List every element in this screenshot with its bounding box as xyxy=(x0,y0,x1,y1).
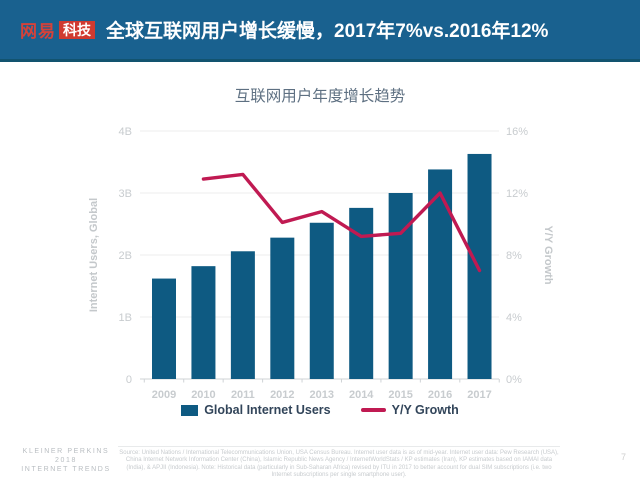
bar-2014 xyxy=(349,207,374,379)
header-bar: 网易 科技 全球互联网用户增长缓慢，2017年7%vs.2016年12% xyxy=(0,0,640,62)
right-axis-title: Y/Y Growth xyxy=(542,225,554,284)
tech-logo-badge: 科技 xyxy=(59,20,95,39)
x-label-2010: 2010 xyxy=(191,389,215,401)
bar-2015 xyxy=(388,193,413,379)
x-label-2009: 2009 xyxy=(152,389,176,401)
x-label-2012: 2012 xyxy=(270,389,294,401)
bar-2009 xyxy=(152,278,176,379)
bar-series-swatch xyxy=(181,404,199,416)
line-series-swatch xyxy=(360,408,386,412)
chart-title: 互联网用户年度增长趋势 xyxy=(234,88,406,105)
bar-2012 xyxy=(270,237,295,379)
x-label-2011: 2011 xyxy=(231,389,255,401)
left-axis-title: Internet Users, Global xyxy=(88,198,100,312)
source-note: Source: United Nations / International T… xyxy=(118,446,560,479)
legend-item-line: Y/Y Growth xyxy=(360,403,459,417)
x-label-2017: 2017 xyxy=(467,389,491,401)
left-axis-tick: 3B xyxy=(119,188,132,200)
x-label-2014: 2014 xyxy=(349,389,374,401)
x-label-2015: 2015 xyxy=(388,389,412,401)
right-axis-tick: 12% xyxy=(506,188,528,200)
line-series-label: Y/Y Growth xyxy=(391,403,459,417)
left-axis-tick: 1B xyxy=(119,312,132,324)
brand-line-3: INTERNET TRENDS xyxy=(21,466,111,473)
brand-line-1: KLEINER PERKINS xyxy=(22,448,110,455)
legend-item-bars: Global Internet Users xyxy=(181,403,331,417)
x-label-2013: 2013 xyxy=(310,389,334,401)
page-number: 7 xyxy=(620,452,626,462)
kleiner-perkins-brand: KLEINER PERKINS 2018 INTERNET TRENDS xyxy=(8,447,124,474)
right-axis-tick: 8% xyxy=(506,250,522,262)
bar-2017 xyxy=(467,153,492,379)
left-axis-tick: 2B xyxy=(119,250,132,262)
left-axis-tick: 4B xyxy=(119,126,132,138)
bar-2016 xyxy=(428,169,453,379)
right-axis-tick: 16% xyxy=(506,126,528,138)
left-axis-tick: 0 xyxy=(126,374,132,386)
brand-line-2: 2018 xyxy=(55,457,77,464)
netease-logo-text: 网易 xyxy=(20,22,56,41)
x-label-2016: 2016 xyxy=(428,389,452,401)
right-axis-tick: 4% xyxy=(506,312,522,324)
chart-legend: Global Internet Users Y/Y Growth xyxy=(0,403,640,417)
growth-line xyxy=(201,172,482,273)
bar-2010 xyxy=(191,266,216,379)
slide-headline: 全球互联网用户增长缓慢，2017年7%vs.2016年12% xyxy=(106,21,549,42)
bar-2011 xyxy=(230,251,255,379)
right-axis-tick: 0% xyxy=(506,374,522,386)
bar-2013 xyxy=(309,222,334,379)
bar-series-label: Global Internet Users xyxy=(204,403,331,417)
netease-tech-logo: 网易 科技 xyxy=(20,17,95,42)
